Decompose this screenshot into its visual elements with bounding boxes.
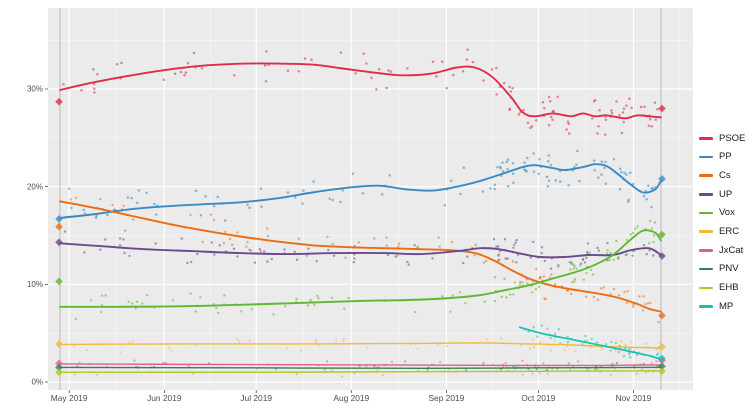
legend-label: EHB (719, 282, 739, 294)
trend-line-vox (59, 229, 662, 308)
legend-swatch-mp (699, 305, 713, 308)
legend-label: MP (719, 300, 734, 312)
y-tick-label: 20% (27, 182, 43, 191)
legend-item-pnv: PNV (699, 260, 745, 279)
legend-label: PP (719, 151, 732, 163)
x-tick-label: May 2019 (51, 393, 88, 403)
x-tick-label: Nov 2019 (615, 393, 651, 403)
legend-item-erc: ERC (699, 222, 745, 241)
legend-item-psoe: PSOE (699, 129, 745, 148)
legend-item-jxcat: JxCat (699, 241, 745, 260)
legend-swatch-ehb (699, 286, 713, 290)
legend-swatch-vox (699, 211, 713, 215)
y-tick-label: 30% (27, 85, 43, 94)
legend-swatch-pp (699, 155, 713, 159)
x-tick-label: Sep 2019 (428, 393, 464, 403)
legend-label: UP (719, 188, 733, 200)
x-tick-label: Aug 2019 (333, 393, 369, 403)
plot-area (48, 8, 693, 390)
legend-swatch-pnv (699, 267, 713, 271)
legend-swatch-up (699, 193, 713, 196)
scatter-pp (70, 149, 657, 222)
legend-item-pp: PP (699, 148, 745, 167)
trend-line-jxcat (59, 363, 662, 367)
trend-lines (59, 62, 662, 373)
x-tick-label: Oct 2019 (521, 393, 555, 403)
x-tick-label: Jun 2019 (147, 393, 182, 403)
legend-label: PSOE (719, 132, 746, 144)
legend-label: JxCat (719, 244, 744, 256)
legend-item-mp: MP (699, 297, 745, 316)
trend-line-psoe (59, 62, 662, 120)
trend-line-pnv (59, 366, 662, 369)
legend-swatch-jxcat (699, 249, 713, 252)
legend-swatch-erc (699, 230, 713, 234)
legend-label: Cs (719, 169, 731, 181)
scatter-cs (67, 187, 660, 324)
legend-swatch-psoe (699, 137, 713, 140)
trend-line-erc (59, 342, 662, 349)
y-tick-label: 10% (27, 280, 43, 289)
y-tick-label: 0% (31, 378, 43, 387)
legend-label: ERC (719, 226, 740, 238)
legend-label: Vox (719, 207, 735, 219)
legend-item-vox: Vox (699, 204, 745, 223)
legend-item-up: UP (699, 185, 745, 204)
chart-legend: PSOE PP Cs UP Vox ERC JxCat PNV (699, 129, 745, 316)
election-event-lines (59, 8, 662, 390)
election-result-markers (55, 97, 666, 376)
trend-line-pp (59, 163, 662, 219)
x-tick-label: Jul 2019 (240, 393, 272, 403)
legend-item-ehb: EHB (699, 279, 745, 298)
legend-label: PNV (719, 263, 739, 275)
legend-swatch-cs (699, 174, 713, 178)
axes: 0% 10% 20% 30% May 2019 Jun 2019 Jul 2019 Aug 2… (27, 85, 652, 403)
trend-line-ehb (59, 370, 662, 373)
trend-line-mp (518, 326, 662, 361)
legend-item-cs: Cs (699, 166, 745, 185)
